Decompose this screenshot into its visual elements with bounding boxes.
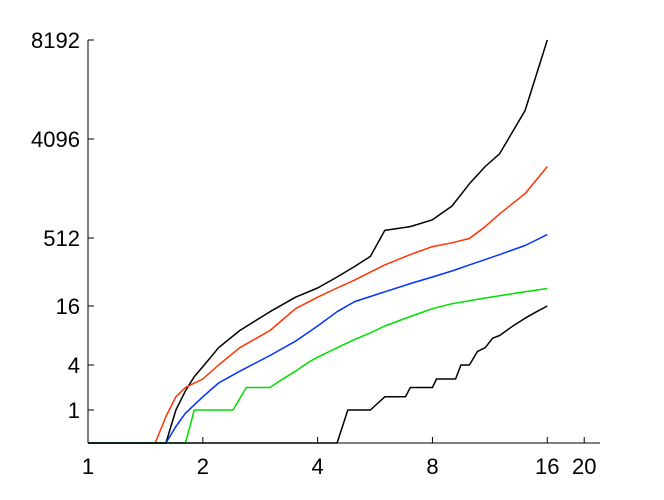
x-tick-label: 16 — [535, 454, 559, 479]
y-tick-label: 4096 — [31, 127, 80, 152]
x-tick-label: 20 — [572, 454, 596, 479]
y-tick-label: 512 — [43, 226, 80, 251]
axes — [87, 39, 600, 444]
y-tick-label: 8192 — [31, 28, 80, 53]
series-line-4 — [88, 287, 548, 444]
x-tick-label: 2 — [197, 454, 209, 479]
y-tick-label: 16 — [56, 294, 80, 319]
series-line-1 — [88, 39, 549, 444]
x-tick-label: 1 — [82, 454, 94, 479]
y-tick-label: 4 — [68, 353, 80, 378]
series-group — [88, 39, 549, 444]
x-tick-label: 4 — [312, 454, 324, 479]
series-line-2 — [88, 166, 548, 444]
tick-labels: 1 4 16 512 4096 8192 1 2 4 8 16 20 — [31, 28, 596, 479]
series-line-5 — [88, 305, 548, 444]
y-tick-label: 1 — [68, 398, 80, 423]
x-tick-label: 8 — [426, 454, 438, 479]
series-line-3 — [88, 233, 548, 444]
